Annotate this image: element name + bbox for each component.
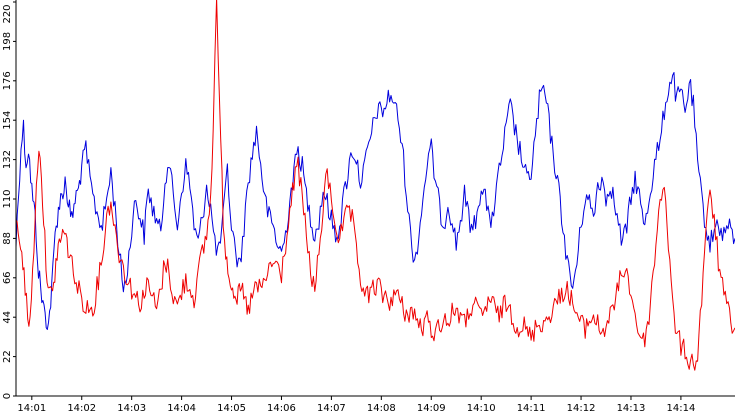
x-tick-label: 14:03 [117, 403, 146, 414]
series-layer [15, 0, 735, 371]
x-tick-label: 14:04 [167, 403, 196, 414]
x-tick-label: 14:01 [17, 403, 46, 414]
x-tick-label: 14:07 [317, 403, 346, 414]
x-tick-label: 14:10 [467, 403, 496, 414]
y-tick-label: 110 [2, 189, 13, 208]
x-tick-label: 14:12 [567, 403, 596, 414]
series-line-2 [15, 0, 735, 371]
y-tick-label: 132 [2, 150, 13, 169]
x-tick-label: 14:14 [666, 403, 695, 414]
y-tick-label: 154 [2, 111, 13, 130]
y-tick-label: 176 [2, 71, 13, 90]
x-tick-label: 14:09 [417, 403, 446, 414]
y-tick-label: 220 [2, 4, 13, 23]
y-tick-label: 22 [2, 350, 13, 363]
y-tick-label: 0 [2, 393, 13, 399]
y-tick-label: 66 [2, 271, 13, 284]
x-tick-label: 14:05 [217, 403, 246, 414]
x-tick-label: 14:02 [67, 403, 96, 414]
x-tick-label: 14:06 [267, 403, 296, 414]
y-tick-label: 88 [2, 232, 13, 245]
x-tick-label: 14:08 [367, 403, 396, 414]
x-tick-label: 14:11 [517, 403, 546, 414]
x-tick-label: 14:13 [617, 403, 646, 414]
y-tick-label: 44 [2, 311, 13, 324]
y-tick-label: 198 [2, 32, 13, 51]
series-line-1 [15, 72, 735, 330]
